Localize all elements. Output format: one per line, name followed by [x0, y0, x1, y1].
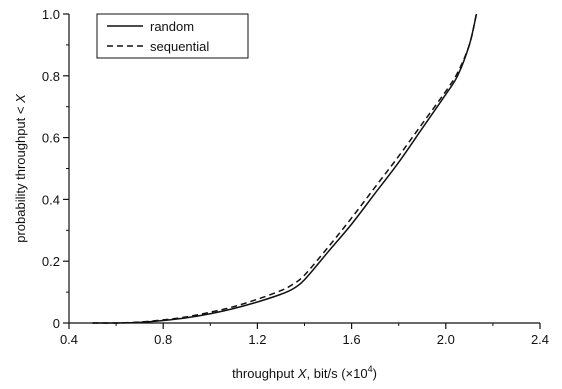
x-axis-label: throughput X, bit/s (×104) — [232, 364, 377, 381]
series-layer — [92, 13, 478, 324]
series-line-random — [92, 13, 478, 324]
x-tick-label: 0.8 — [154, 332, 172, 347]
y-tick-label: 1.0 — [42, 7, 60, 22]
y-axis-label: probability throughput < X — [13, 93, 28, 243]
x-tick-label: 2.0 — [437, 332, 455, 347]
y-tick-label: 0.8 — [42, 69, 60, 84]
legend-label-random: random — [150, 19, 194, 34]
y-tick-label: 0.2 — [42, 254, 60, 269]
x-tick-label: 1.6 — [343, 332, 361, 347]
y-tick-label: 0.4 — [42, 192, 60, 207]
x-tick-label: 1.2 — [248, 332, 266, 347]
legend-box — [96, 13, 249, 59]
legend-label-sequential: sequential — [150, 39, 209, 54]
series-line-sequential — [92, 13, 478, 324]
y-axis-label-prefix: probability throughput < — [13, 103, 28, 243]
x-axis-label-exponent: 4 — [368, 364, 373, 374]
x-tick-label: 2.4 — [531, 332, 549, 347]
legend: random sequential — [96, 13, 249, 59]
y-tick-label: 0.6 — [42, 131, 60, 146]
y-tick-label: 0 — [53, 316, 60, 331]
x-axis-label-unit: , bit/s (×10 — [307, 366, 368, 381]
y-axis-label-variable: X — [13, 93, 28, 104]
x-axis-label-prefix: throughput — [232, 366, 298, 381]
x-axis-label-suffix: ) — [373, 366, 377, 381]
x-tick-label: 0.4 — [60, 332, 78, 347]
axes: 0.4 0.8 1.2 1.6 2.0 2.4 0 0.2 0.4 0.6 0.8 1.0 — [42, 7, 549, 347]
x-axis-label-variable: X — [297, 366, 308, 381]
